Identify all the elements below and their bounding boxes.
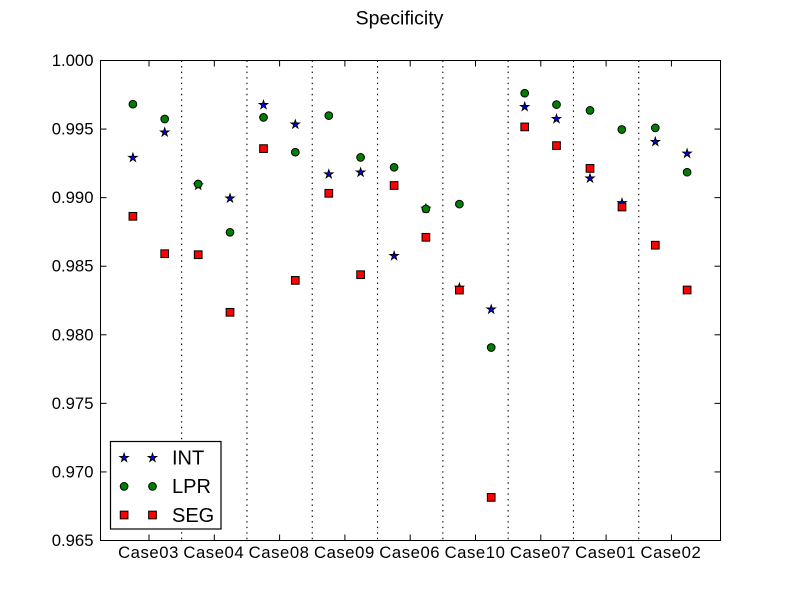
svg-text:Case03: Case03 [118,543,179,562]
svg-text:INT: INT [172,448,204,470]
svg-text:Specificity: Specificity [356,8,444,30]
svg-text:0.965: 0.965 [52,531,94,550]
svg-text:0.985: 0.985 [52,257,94,276]
svg-text:0.970: 0.970 [52,462,94,481]
svg-text:Case01: Case01 [575,543,636,562]
svg-text:0.975: 0.975 [52,394,94,413]
svg-text:Case02: Case02 [640,543,701,562]
svg-text:0.980: 0.980 [52,325,94,344]
svg-text:Case06: Case06 [379,543,440,562]
svg-text:0.990: 0.990 [52,188,94,207]
svg-text:LPR: LPR [172,476,211,498]
svg-text:SEG: SEG [172,505,214,527]
svg-text:Case04: Case04 [183,543,244,562]
svg-text:Case07: Case07 [510,543,571,562]
svg-text:0.995: 0.995 [52,120,94,139]
svg-text:1.000: 1.000 [52,51,94,70]
svg-text:Case10: Case10 [445,543,506,562]
svg-text:Case09: Case09 [314,543,375,562]
svg-text:Case08: Case08 [249,543,310,562]
